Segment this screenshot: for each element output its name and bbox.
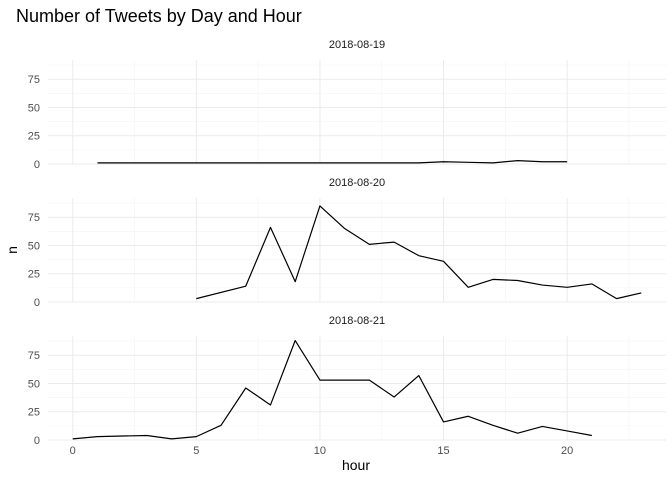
x-axis-ticks: 0 5 10 15 20 (70, 445, 574, 457)
y-tick-label: 25 (28, 269, 40, 281)
x-tick-label: 15 (437, 445, 449, 457)
y-tick-label: 0 (34, 297, 40, 309)
facet-panel-1: 0 25 50 75 2018-08-19 (28, 39, 666, 171)
facet-panels: 0 25 50 75 2018-08-19 0 25 50 75 2018-08-20 0 25 50 7… (28, 39, 666, 447)
x-tick-label: 10 (314, 445, 326, 457)
facet-strip-label: 2018-08-21 (329, 315, 385, 327)
y-tick-label: 75 (28, 74, 40, 86)
y-tick-label: 0 (34, 435, 40, 447)
y-tick-label: 50 (28, 240, 40, 252)
facet-strip-label: 2018-08-19 (329, 39, 385, 51)
y-tick-label: 75 (28, 350, 40, 362)
y-tick-label: 50 (28, 378, 40, 390)
series-line (97, 160, 568, 164)
facet-panel-2: 0 25 50 75 2018-08-20 (28, 177, 666, 309)
x-tick-label: 5 (193, 445, 199, 457)
y-tick-label: 25 (28, 407, 40, 419)
y-tick-label: 0 (34, 159, 40, 171)
series-line (72, 339, 592, 440)
y-tick-label: 25 (28, 131, 40, 143)
x-axis-title: hour (342, 457, 370, 473)
x-tick-label: 0 (70, 445, 76, 457)
chart-title: Number of Tweets by Day and Hour (16, 6, 302, 26)
y-axis-title: n (4, 246, 20, 254)
series-line (196, 205, 642, 300)
y-tick-label: 75 (28, 212, 40, 224)
facet-panel-3: 0 25 50 75 2018-08-21 (28, 315, 666, 447)
facet-strip-label: 2018-08-20 (329, 177, 385, 189)
x-tick-label: 20 (561, 445, 573, 457)
y-tick-label: 50 (28, 102, 40, 114)
